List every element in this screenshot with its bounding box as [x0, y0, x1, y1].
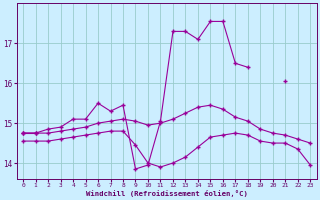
X-axis label: Windchill (Refroidissement éolien,°C): Windchill (Refroidissement éolien,°C) [86, 190, 248, 197]
